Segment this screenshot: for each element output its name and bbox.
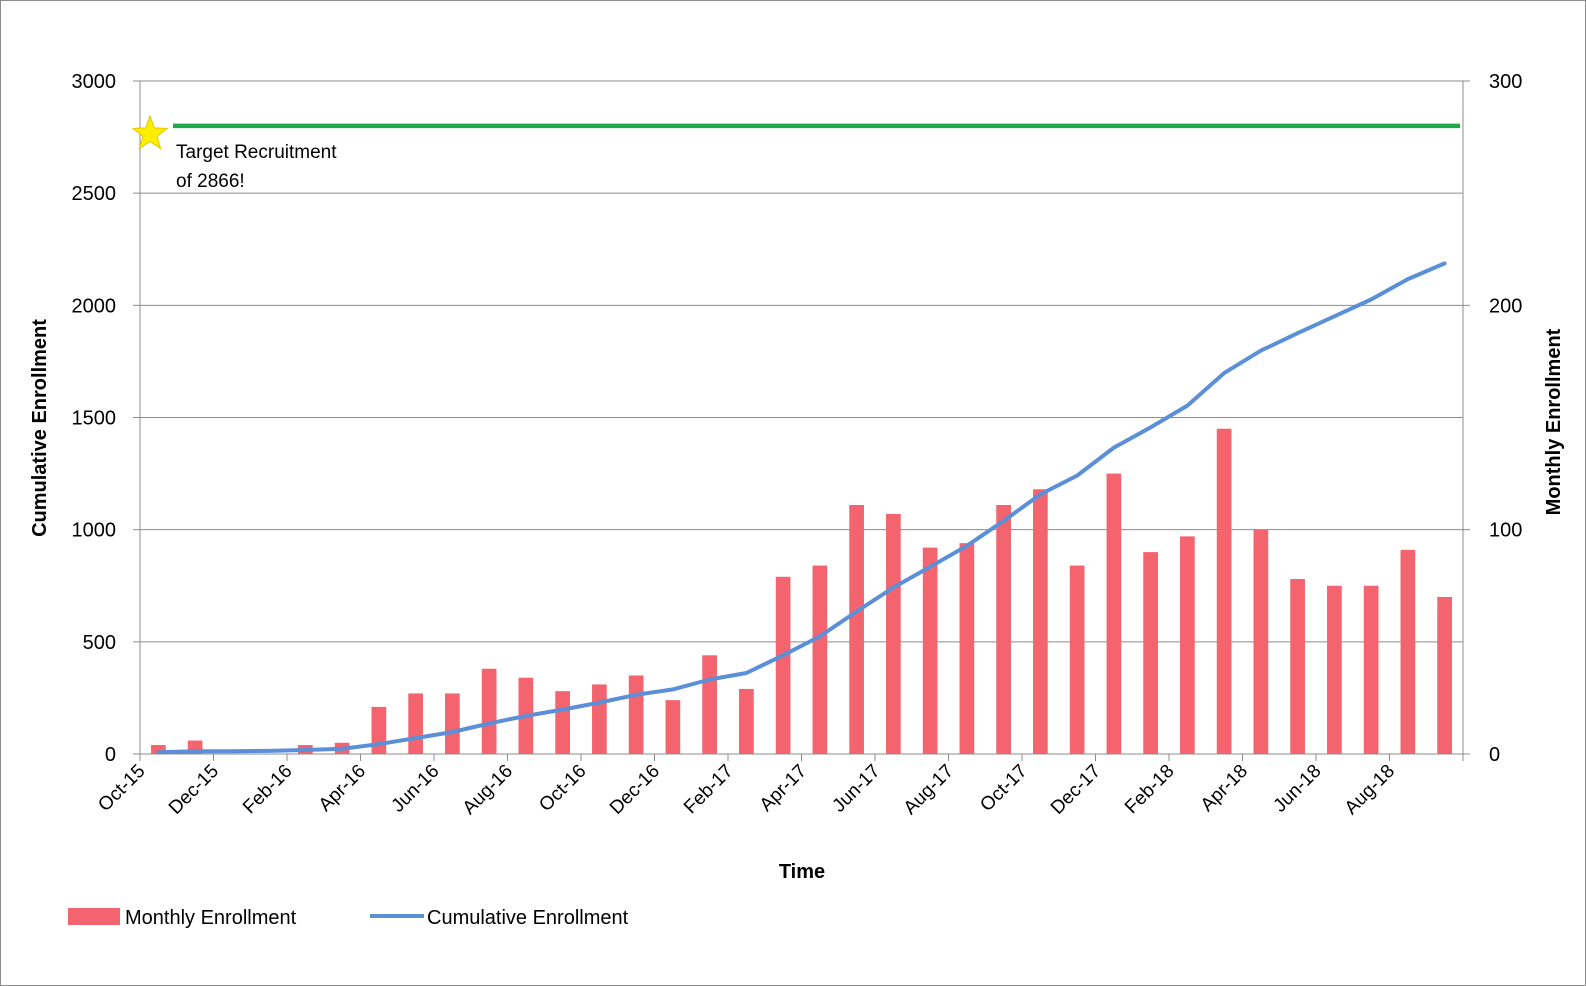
left-y-tick-label: 2000: [72, 295, 117, 317]
star-icon: [131, 114, 169, 150]
monthly-enrollment-bar: [886, 513, 901, 754]
cumulative-enrollment-line-group: [156, 261, 1447, 755]
legend: Monthly Enrollment Cumulative Enrollment: [68, 907, 629, 929]
monthly-enrollment-bar: [1143, 552, 1158, 754]
monthly-enrollment-bar: [1033, 489, 1048, 754]
left-y-tick-label: 0: [105, 744, 116, 766]
monthly-enrollment-bars: [151, 428, 1452, 754]
monthly-enrollment-bar: [1106, 473, 1122, 754]
left-y-tick-label: 500: [83, 632, 116, 654]
monthly-enrollment-bar: [628, 675, 644, 754]
target-annotation-line1: Target Recruitment: [176, 142, 337, 163]
monthly-enrollment-bar: [702, 655, 717, 754]
monthly-enrollment-bar: [151, 745, 166, 754]
monthly-enrollment-bar: [812, 565, 828, 754]
left-y-axis-title: Cumulative Enrollment: [29, 319, 51, 537]
legend-label-monthly: Monthly Enrollment: [125, 907, 297, 929]
monthly-enrollment-bar: [959, 543, 975, 754]
monthly-enrollment-bar: [1069, 565, 1085, 754]
right-y-tick-label: 0: [1489, 744, 1500, 766]
target-annotation: Target Recruitment of 2866!: [131, 114, 337, 192]
monthly-enrollment-bar: [1327, 585, 1342, 754]
left-y-tick-label: 3000: [72, 71, 117, 93]
monthly-enrollment-bar: [1400, 549, 1416, 754]
monthly-enrollment-bar: [481, 668, 497, 754]
monthly-enrollment-bar: [665, 700, 681, 754]
monthly-enrollment-bar: [1180, 536, 1195, 754]
monthly-enrollment-bar: [1290, 579, 1305, 754]
legend-bar-swatch: [68, 908, 120, 925]
monthly-enrollment-bar: [775, 576, 791, 754]
left-y-tick-label: 1500: [72, 408, 117, 430]
monthly-enrollment-bar: [922, 547, 938, 754]
monthly-enrollment-bar: [1437, 596, 1452, 754]
monthly-enrollment-bar: [592, 684, 607, 754]
monthly-enrollment-bar: [1253, 529, 1269, 754]
monthly-enrollment-bar: [445, 693, 460, 754]
monthly-enrollment-bar: [408, 693, 423, 754]
monthly-enrollment-bar: [849, 504, 864, 754]
monthly-enrollment-bar: [996, 504, 1011, 754]
gridlines: [140, 80, 1463, 643]
right-y-tick-label: 100: [1489, 520, 1522, 542]
legend-label-cumulative: Cumulative Enrollment: [427, 907, 629, 929]
monthly-enrollment-bar: [371, 706, 387, 754]
monthly-enrollment-bar: [1363, 585, 1379, 754]
target-annotation-line2: of 2866!: [176, 171, 245, 192]
monthly-enrollment-bar: [739, 688, 754, 754]
left-y-tick-label: 2500: [72, 183, 117, 205]
monthly-enrollment-bar: [555, 691, 570, 754]
right-y-axis-title: Monthly Enrollment: [1543, 328, 1565, 515]
cumulative-enrollment-line: [156, 261, 1447, 755]
axes: [133, 80, 1470, 761]
right-y-tick-label: 300: [1489, 71, 1522, 93]
monthly-enrollment-bar: [1216, 428, 1232, 754]
x-axis-title: Time: [779, 861, 825, 883]
left-y-tick-label: 1000: [72, 520, 117, 542]
right-y-tick-label: 200: [1489, 295, 1522, 317]
